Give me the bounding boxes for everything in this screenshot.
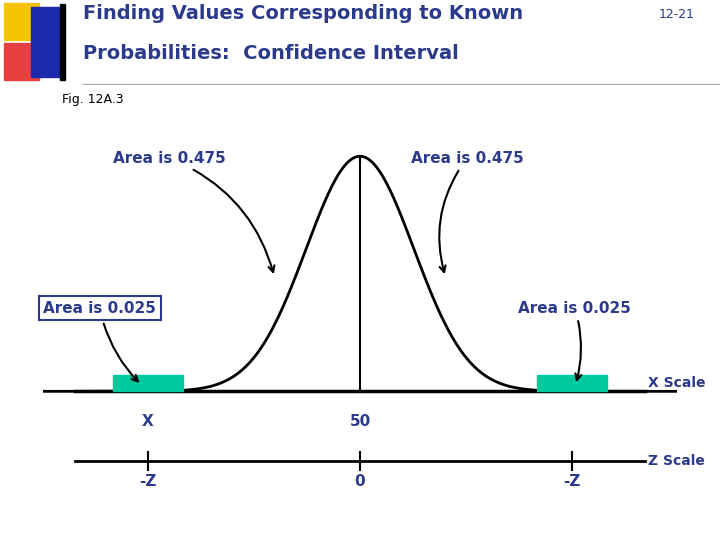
Text: X: X [142, 414, 153, 429]
Text: Area is 0.025: Area is 0.025 [518, 301, 631, 380]
Bar [4, 43, 39, 79]
Bar [113, 375, 183, 392]
Text: Z Scale: Z Scale [648, 454, 705, 468]
Bar [537, 375, 607, 392]
Text: 0: 0 [355, 474, 365, 489]
Text: 12-21: 12-21 [659, 8, 695, 21]
Text: -Z: -Z [564, 474, 581, 489]
Text: Area is 0.025: Area is 0.025 [43, 301, 156, 381]
Text: 50: 50 [349, 414, 371, 429]
Bar [32, 6, 63, 77]
Bar [60, 4, 65, 79]
Bar [4, 3, 39, 40]
Text: Fig. 12A.3: Fig. 12A.3 [62, 93, 124, 106]
Text: X Scale: X Scale [648, 376, 706, 390]
Text: Probabilities:  Confidence Interval: Probabilities: Confidence Interval [83, 44, 459, 63]
Text: Area is 0.475: Area is 0.475 [113, 151, 274, 272]
Text: -Z: -Z [139, 474, 156, 489]
Text: Area is 0.475: Area is 0.475 [410, 151, 523, 272]
Text: Finding Values Corresponding to Known: Finding Values Corresponding to Known [83, 4, 523, 23]
